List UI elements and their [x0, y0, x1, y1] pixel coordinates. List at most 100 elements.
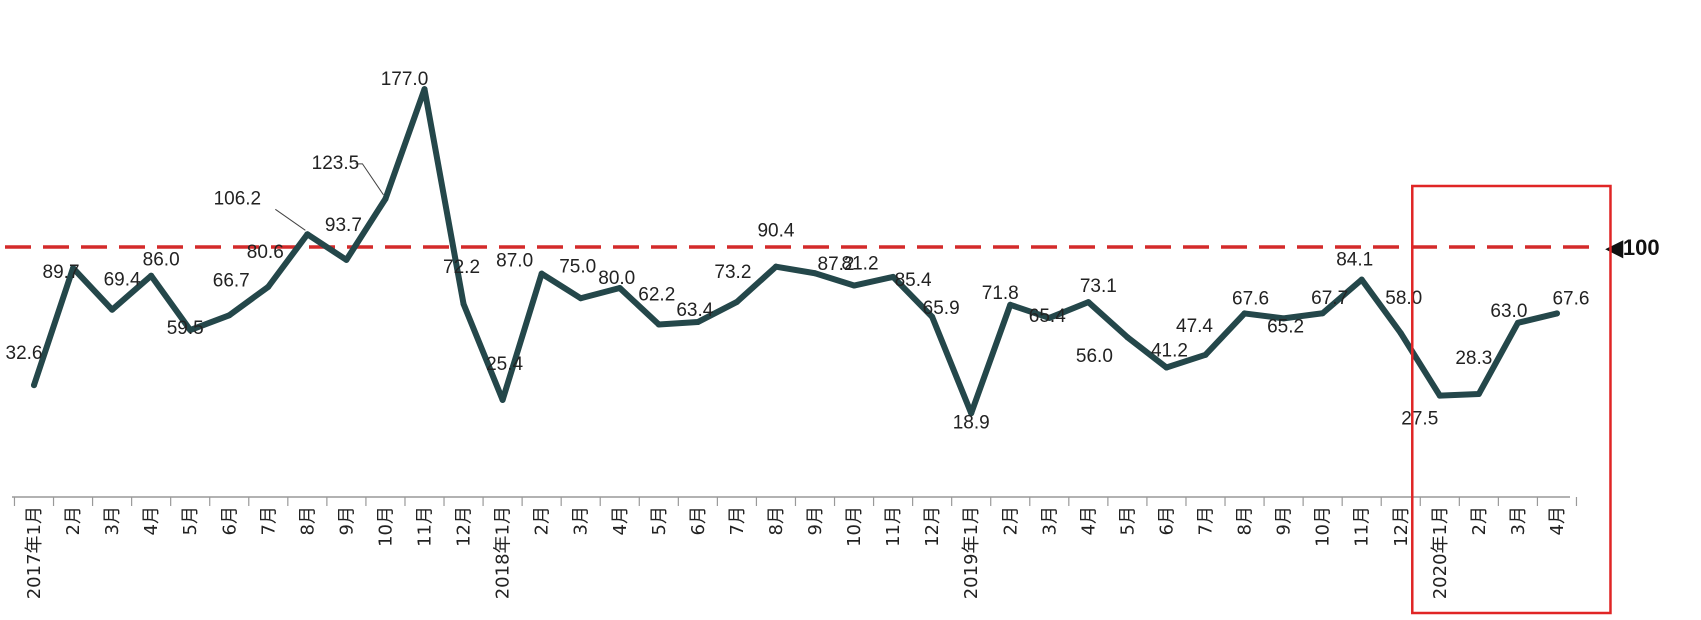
x-tick-label: 9月 [336, 506, 357, 535]
data-label: 62.2 [638, 284, 675, 305]
data-point [1280, 315, 1287, 322]
x-tick-label: 3月 [102, 506, 123, 535]
data-point [851, 282, 858, 289]
x-tick-label: 5月 [649, 506, 670, 535]
series-line [31, 86, 1560, 417]
data-label: 80.6 [247, 242, 284, 263]
data-point [772, 263, 779, 270]
data-point [382, 195, 389, 202]
data-point [1241, 310, 1248, 317]
data-point [499, 396, 506, 403]
data-point [31, 382, 37, 389]
reference-line-group: ◀100 [5, 235, 1660, 260]
data-point [1436, 392, 1443, 399]
data-label: 66.7 [213, 270, 250, 291]
label-leader-lines [275, 163, 384, 231]
data-point [1475, 390, 1482, 397]
x-tick-label: 2月 [1000, 506, 1021, 535]
x-tick-label: 7月 [258, 506, 279, 535]
data-point [616, 285, 623, 291]
x-tick-label: 12月 [922, 506, 943, 547]
data-point [1046, 314, 1053, 321]
data-label: 28.3 [1455, 348, 1492, 369]
data-label: 87.0 [496, 251, 533, 272]
data-point [1007, 301, 1014, 308]
data-label: 75.0 [559, 256, 596, 277]
data-label: 63.0 [1490, 301, 1527, 322]
data-point [1553, 310, 1560, 317]
x-tick-label: 8月 [297, 506, 318, 535]
x-tick-label: 8月 [1235, 506, 1256, 535]
x-tick-label: 10月 [375, 506, 396, 547]
x-tick-label: 2月 [63, 506, 84, 535]
reference-line-label: ◀100 [1605, 235, 1660, 260]
data-point [1397, 330, 1404, 337]
data-point [694, 319, 701, 326]
data-label: 106.2 [214, 188, 262, 209]
x-tick-label: 4月 [1547, 506, 1568, 535]
x-tick-label: 6月 [219, 506, 240, 535]
data-label: 177.0 [381, 69, 429, 90]
x-tick-label: 2019年1月 [961, 506, 982, 599]
data-point [226, 312, 233, 319]
data-point [1358, 276, 1365, 283]
data-label: 84.1 [1336, 250, 1373, 271]
leader-line [275, 208, 306, 231]
data-label: 32.6 [6, 343, 43, 364]
data-label: 81.2 [842, 254, 879, 275]
x-tick-label: 2017年1月 [24, 506, 45, 599]
data-point [1514, 319, 1521, 326]
data-point [812, 270, 818, 277]
data-label: 85.4 [895, 270, 932, 291]
data-label: 58.0 [1385, 288, 1422, 309]
x-tick-label: 4月 [610, 506, 631, 535]
data-point [733, 298, 740, 305]
data-label: 67.7 [1311, 288, 1348, 309]
data-label: 63.4 [676, 300, 713, 321]
leader-line [355, 163, 384, 196]
data-point [304, 231, 311, 238]
data-label: 69.4 [104, 270, 141, 291]
x-tick-label: 8月 [766, 506, 787, 535]
data-labels: 32.6 89.7 69.486.0 59.5 66.7 80.6 106.2 93.7 123… [6, 69, 1590, 433]
x-tick-label: 5月 [180, 506, 201, 535]
data-point [577, 295, 584, 302]
data-label: 47.4 [1176, 316, 1213, 337]
data-point [1163, 364, 1170, 371]
data-label: 71.8 [982, 283, 1019, 304]
data-label: 18.9 [953, 412, 990, 433]
data-point [187, 327, 194, 334]
data-point [109, 306, 116, 313]
data-point [655, 321, 662, 328]
x-tick-label: 3月 [1508, 506, 1529, 535]
x-tick-label: 11月 [1352, 506, 1373, 547]
data-label: 72.2 [443, 257, 480, 278]
data-label: 65.9 [923, 298, 960, 319]
data-label: 59.5 [167, 318, 204, 339]
data-label: 73.1 [1080, 276, 1117, 297]
data-label: 87.2 [818, 254, 855, 275]
x-axis-tick-labels: 2017年1月 2月 3月 4月 5月 6月 7月 8月 9月 10月 11月 12月 2018年1月 2… [24, 506, 1568, 599]
data-points [31, 86, 1560, 417]
x-tick-label: 2月 [1469, 506, 1490, 535]
x-tick-label: 4月 [1078, 506, 1099, 535]
data-label: 123.5 [312, 153, 360, 174]
data-point [968, 410, 975, 417]
x-tick-label: 12月 [1391, 506, 1412, 547]
data-point [421, 86, 428, 93]
data-label: 25.4 [486, 354, 523, 375]
x-tick-label: 10月 [844, 506, 865, 547]
data-point [343, 256, 350, 263]
x-tick-label: 7月 [727, 506, 748, 535]
x-tick-label: 12月 [454, 506, 475, 547]
x-tick-label: 10月 [1313, 506, 1334, 547]
data-label: 67.6 [1552, 288, 1589, 309]
x-axis: 2017年1月 2月 3月 4月 5月 6月 7月 8月 9月 10月 11月 12月 2018年1月 2… [12, 496, 1578, 599]
highlight-box-2020 [1411, 184, 1612, 615]
data-label: 73.2 [714, 262, 751, 283]
data-label: 65.2 [1267, 316, 1304, 337]
x-tick-label: 3月 [571, 506, 592, 535]
x-tick-label: 5月 [1117, 506, 1138, 535]
data-point [148, 272, 155, 279]
